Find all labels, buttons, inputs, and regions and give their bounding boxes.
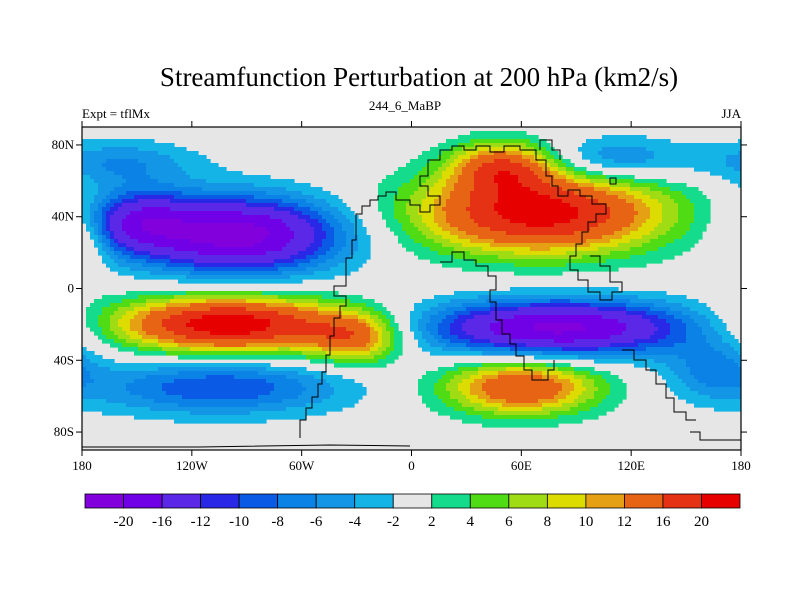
colorbar-swatch [585, 493, 625, 509]
colorbar-swatch [238, 493, 279, 509]
colorbar-label: 8 [544, 514, 552, 530]
colorbar-label: -8 [271, 514, 284, 530]
colorbar-label: -10 [229, 514, 249, 530]
colorbar-label: 6 [505, 514, 513, 530]
colorbar-label: 12 [617, 514, 632, 530]
coastline-greenland [539, 139, 617, 185]
colorbar-label: -20 [114, 514, 134, 530]
chart-title: Streamfunction Perturbation at 200 hPa (… [160, 62, 678, 92]
colorbar-swatch [662, 493, 702, 509]
colorbar-swatch [161, 493, 201, 509]
colorbar-swatch [315, 493, 356, 509]
y-axis: 80N 40N 0 40S 80S [52, 137, 747, 439]
colorbar-label: 4 [467, 514, 475, 530]
chart-subtitle-center: 244_6_MaBP [369, 98, 441, 113]
colorbar-swatch [354, 493, 394, 509]
y-tick-label: 80S [54, 424, 74, 439]
coastline-antarctica [82, 431, 741, 448]
colorbar-swatch [431, 493, 471, 509]
y-tick-label: 80N [52, 137, 75, 152]
chart-subtitle-left: Expt = tflMx [82, 106, 150, 121]
x-tick-label: 60E [511, 458, 532, 473]
colorbar-swatch [701, 493, 741, 509]
colorbar-label: 16 [655, 514, 671, 530]
x-tick-label: 60W [289, 458, 315, 473]
colorbar-label: 10 [578, 514, 593, 530]
colorbar-swatch [277, 493, 317, 509]
coastline-australia [622, 349, 696, 421]
colorbar-label: -2 [387, 514, 400, 530]
colorbar: -20 -16 -12 -10 -8 -6 -4 -2 2 4 6 8 10 12 16 20 [84, 493, 741, 530]
coastline-outline [299, 145, 623, 438]
colorbar-label: 20 [694, 514, 709, 530]
chart-subtitle-right: JJA [721, 106, 741, 121]
colorbar-label: -6 [310, 514, 323, 530]
colorbar-label: -16 [152, 514, 172, 530]
coastline-africa [440, 251, 555, 381]
x-tick-label: 120W [176, 458, 209, 473]
colorbar-swatch [624, 493, 664, 509]
y-tick-label: 40N [52, 209, 75, 224]
colorbar-label: -12 [191, 514, 211, 530]
colorbar-swatch [84, 493, 124, 509]
colorbar-swatch [392, 493, 433, 509]
x-tick-label: 180 [731, 458, 751, 473]
x-tick-label: 180 [72, 458, 92, 473]
colorbar-swatch [200, 493, 240, 509]
colorbar-swatch [469, 493, 510, 509]
colorbar-swatch [508, 493, 548, 509]
y-tick-label: 0 [68, 281, 75, 296]
streamfunction-field [82, 131, 741, 428]
y-tick-label: 40S [54, 352, 74, 367]
x-tick-label: 120E [617, 458, 645, 473]
plot-area [82, 127, 741, 450]
colorbar-swatch [546, 493, 587, 509]
colorbar-label: -4 [348, 514, 361, 530]
x-axis: 180 120W 60W 0 60E 120E 180 [72, 121, 751, 473]
colorbar-swatch [123, 493, 163, 509]
colorbar-label: 2 [428, 514, 436, 530]
x-tick-label: 0 [408, 458, 415, 473]
